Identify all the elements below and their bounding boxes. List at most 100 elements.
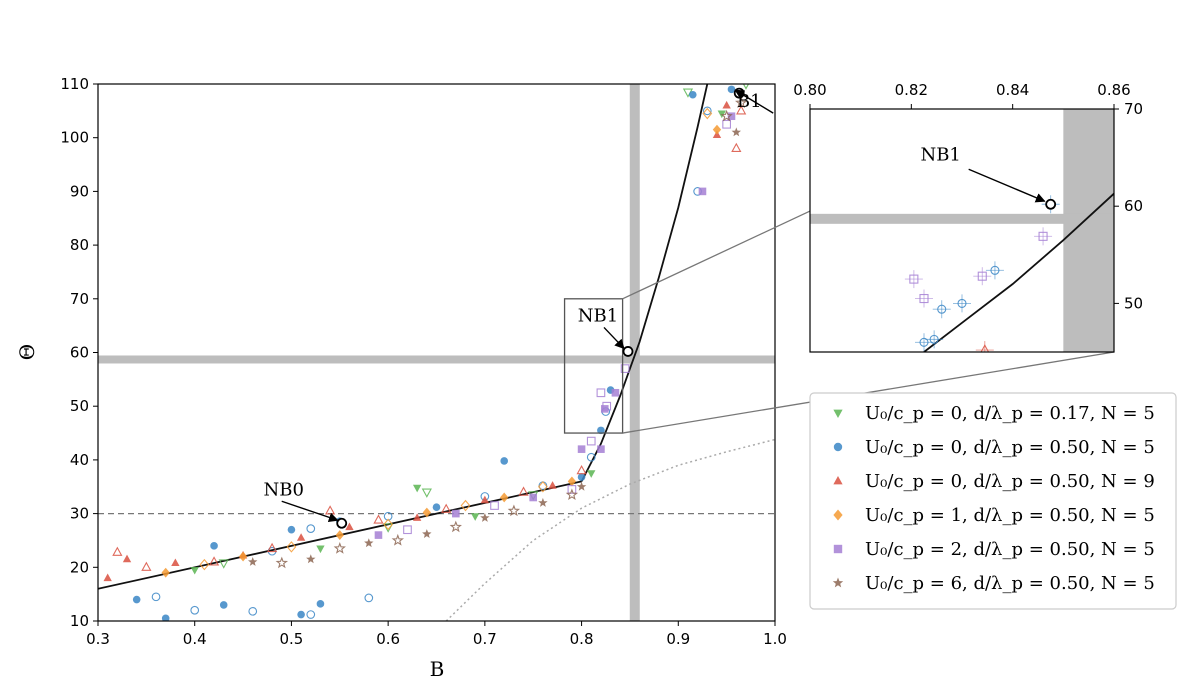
annotation-label: NB1 — [578, 305, 618, 326]
data-point — [345, 522, 354, 531]
data-point — [412, 513, 422, 521]
data-point — [132, 595, 141, 604]
fit-curves — [98, 84, 775, 621]
data-point — [490, 501, 499, 510]
x-tick-label: 0.7 — [473, 630, 497, 648]
data-point — [161, 614, 170, 621]
data-point — [335, 530, 344, 541]
data-point — [287, 525, 296, 534]
data-points — [103, 84, 750, 621]
data-point — [480, 495, 490, 504]
inset-data-points — [904, 195, 1060, 352]
data-point — [248, 557, 258, 566]
data-point — [602, 401, 612, 411]
data-point — [383, 518, 394, 531]
data-point — [731, 142, 742, 153]
data-point — [548, 481, 557, 489]
legend-frame — [809, 392, 1177, 610]
data-point — [567, 485, 577, 494]
data-point — [248, 606, 258, 616]
y-tick-label: 100 — [60, 129, 89, 147]
data-point — [306, 610, 316, 619]
data-point — [727, 85, 736, 94]
data-point — [480, 513, 490, 522]
inset-data-point — [909, 274, 919, 284]
data-point — [702, 106, 712, 116]
data-point — [596, 388, 606, 398]
data-point — [412, 484, 422, 493]
data-point — [275, 556, 289, 569]
data-point — [171, 558, 180, 567]
data-point — [449, 520, 462, 533]
inset-y-tick-label: 70 — [1124, 100, 1143, 118]
data-point — [266, 542, 278, 553]
inset-plot: NB1 0.80 0.82 0.84 0.86 50 60 70 — [793, 81, 1143, 353]
x-tick-label: 0.4 — [183, 630, 207, 648]
inset-data-point — [977, 271, 987, 281]
data-point — [296, 533, 306, 541]
legend-label: U₀/c_p = 0, d/λ_p = 0.50, N = 9 — [865, 471, 1155, 492]
zoom-box — [563, 298, 624, 434]
y-tick-label: 10 — [70, 612, 89, 630]
data-point — [161, 567, 170, 578]
data-point — [219, 601, 228, 609]
data-point — [586, 452, 596, 462]
data-point — [620, 364, 630, 373]
data-point — [720, 109, 733, 122]
data-point — [529, 493, 538, 502]
connector-top — [622, 210, 811, 300]
data-point — [208, 556, 220, 566]
annotation-label: NB0 — [264, 479, 304, 500]
inset-annotation-arrow — [968, 168, 1046, 203]
data-point — [316, 600, 325, 608]
data-point — [452, 509, 460, 518]
data-point — [471, 513, 480, 521]
inset-y-ticks: 50 60 70 — [1114, 100, 1143, 312]
data-point — [306, 524, 316, 533]
annotation-marker — [622, 346, 634, 357]
dotted-curve — [445, 438, 775, 621]
inset-annotations: NB1 — [920, 144, 1057, 210]
inset-data-point — [919, 337, 929, 347]
data-point — [422, 529, 432, 538]
data-point — [565, 488, 579, 501]
data-point — [190, 566, 199, 575]
x-tick-label: 0.8 — [570, 630, 594, 648]
data-point — [460, 499, 471, 512]
data-point — [286, 541, 297, 553]
inset-bands — [810, 109, 1114, 352]
annotation-marker — [336, 517, 348, 529]
data-point — [611, 388, 620, 397]
legend-marker — [833, 409, 843, 419]
y-tick-label: 40 — [70, 451, 89, 469]
inset-x-tick-label: 0.82 — [895, 81, 928, 99]
legend-marker — [833, 509, 843, 521]
data-point — [432, 503, 441, 511]
data-point — [151, 592, 161, 602]
data-point — [238, 551, 248, 562]
inset-data-point — [1038, 231, 1048, 241]
data-point — [537, 480, 548, 493]
data-point — [210, 542, 218, 550]
inset-annotation-marker — [1045, 198, 1057, 210]
inset-x-tick-label: 0.80 — [793, 81, 826, 99]
data-point — [325, 505, 336, 515]
legend-marker — [833, 544, 843, 554]
data-point — [364, 538, 374, 548]
inset-data-point — [957, 298, 967, 308]
y-tick-label: 50 — [70, 397, 89, 415]
data-point — [383, 523, 394, 533]
data-point — [722, 100, 731, 109]
data-point — [576, 464, 587, 475]
inset-y-tick-label: 60 — [1124, 197, 1143, 215]
data-point — [538, 497, 548, 507]
data-point — [576, 481, 587, 491]
inset-data-point — [990, 265, 1000, 275]
data-point — [199, 558, 210, 571]
legend: U₀/c_p = 0, d/λ_p = 0.17, N = 5 U₀/c_p = … — [809, 392, 1177, 610]
data-point — [333, 542, 346, 554]
inset-fit-curve — [923, 192, 1114, 352]
legend-label: U₀/c_p = 0, d/λ_p = 0.50, N = 5 — [865, 437, 1155, 458]
inset-horizontal-band — [810, 213, 1114, 224]
inset-axes-frame — [809, 108, 1115, 353]
